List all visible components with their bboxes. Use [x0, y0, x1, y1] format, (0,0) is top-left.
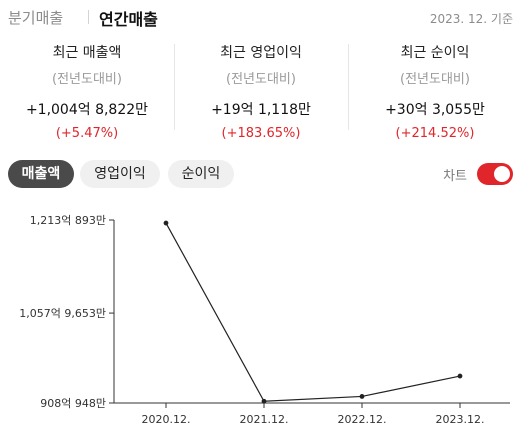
as-of-date: 2023. 12. 기준: [429, 12, 513, 26]
metric-value: +30억 3,055만: [385, 102, 485, 118]
metric-divider: [174, 44, 175, 130]
y-tick-label: 1,057억 9,653만: [19, 307, 106, 320]
x-tick-label: 2020.12.: [142, 413, 191, 426]
chart-toggle-label: 차트: [443, 169, 467, 184]
chart-toggle-group: 차트: [423, 163, 513, 185]
data-point: [163, 220, 169, 226]
toggle-knob: [494, 166, 510, 182]
revenue-line-chart: 1,213억 893만 1,057억 9,653만 908억 948만 2020.12…: [0, 200, 521, 441]
x-tick-label: 2022.12.: [338, 413, 387, 426]
tab-divider: [88, 10, 89, 24]
metric-title: 최근 영업이익: [220, 45, 302, 61]
tab-annual-sales[interactable]: 연간매출: [99, 10, 158, 29]
tab-quarterly-sales[interactable]: 분기매출: [8, 9, 64, 27]
pill-net-income[interactable]: 순이익: [168, 160, 234, 188]
data-point: [261, 398, 267, 404]
chart-svg: 1,213억 893만 1,057억 9,653만 908억 948만 2020.12…: [19, 214, 510, 426]
header-bar: 분기매출 연간매출 2023. 12. 기준: [8, 0, 513, 34]
metric-value: +19억 1,118만: [211, 102, 311, 118]
data-point: [359, 394, 365, 399]
x-tick-label: 2023.12.: [436, 413, 485, 426]
metric-change: (+214.52%): [395, 126, 475, 141]
metric-change: (+183.65%): [221, 126, 301, 141]
pill-revenue[interactable]: 매출액: [8, 160, 74, 188]
y-tick-label: 908억 948만: [40, 397, 106, 410]
metric-revenue: 최근 매출액 (전년도대비) +1,004억 8,822만 (+5.47%): [0, 38, 174, 141]
metric-net-income: 최근 순이익 (전년도대비) +30억 3,055만 (+214.52%): [348, 38, 521, 141]
pill-operating-profit[interactable]: 영업이익: [80, 160, 160, 188]
metric-subtitle: (전년도대비): [52, 72, 122, 87]
data-point: [457, 373, 463, 379]
chart-toggle-switch[interactable]: [477, 163, 513, 185]
summary-section: 최근 매출액 (전년도대비) +1,004억 8,822만 (+5.47%) 최…: [0, 38, 521, 141]
metric-subtitle: (전년도대비): [400, 72, 470, 87]
metric-operating-profit: 최근 영업이익 (전년도대비) +19억 1,118만 (+183.65%): [174, 38, 348, 141]
metric-change: (+5.47%): [55, 126, 119, 141]
metric-value: +1,004억 8,822만: [25, 102, 149, 118]
series-line: [165, 222, 461, 402]
metric-divider: [348, 44, 349, 130]
metric-title: 최근 순이익: [400, 45, 470, 61]
metric-subtitle: (전년도대비): [226, 72, 296, 87]
metric-title: 최근 매출액: [52, 45, 122, 61]
x-tick-label: 2021.12.: [240, 413, 289, 426]
y-tick-label: 1,213억 893만: [30, 214, 106, 227]
